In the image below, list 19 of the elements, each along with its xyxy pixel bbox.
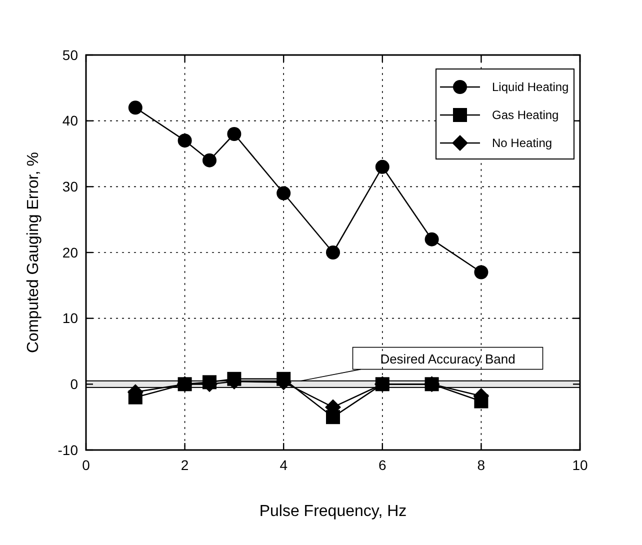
x-tick-label: 8	[477, 457, 486, 473]
y-tick-label: 40	[62, 112, 78, 129]
y-tick-label: 30	[62, 178, 78, 195]
y-tick-label: 20	[62, 244, 78, 260]
legend-label: No Heating	[492, 136, 552, 150]
x-tick-label: 0	[82, 457, 90, 473]
x-tick-label: 6	[378, 457, 386, 473]
x-tick-label: 10	[572, 457, 588, 473]
y-tick-label: -10	[58, 442, 78, 458]
y-tick-label: 0	[70, 376, 78, 392]
y-tick-label: 50	[62, 46, 78, 63]
x-tick-label: 4	[280, 457, 288, 473]
band-label: Desired Accuracy Band	[380, 351, 516, 366]
y-axis-title: Computed Gauging Error, %	[25, 152, 42, 353]
x-axis-title: Pulse Frequency, Hz	[259, 503, 407, 520]
y-tick-label: 10	[62, 310, 78, 326]
legend-label: Liquid Heating	[492, 80, 569, 94]
legend-label: Gas Heating	[492, 108, 559, 122]
x-tick-label: 2	[180, 457, 189, 473]
